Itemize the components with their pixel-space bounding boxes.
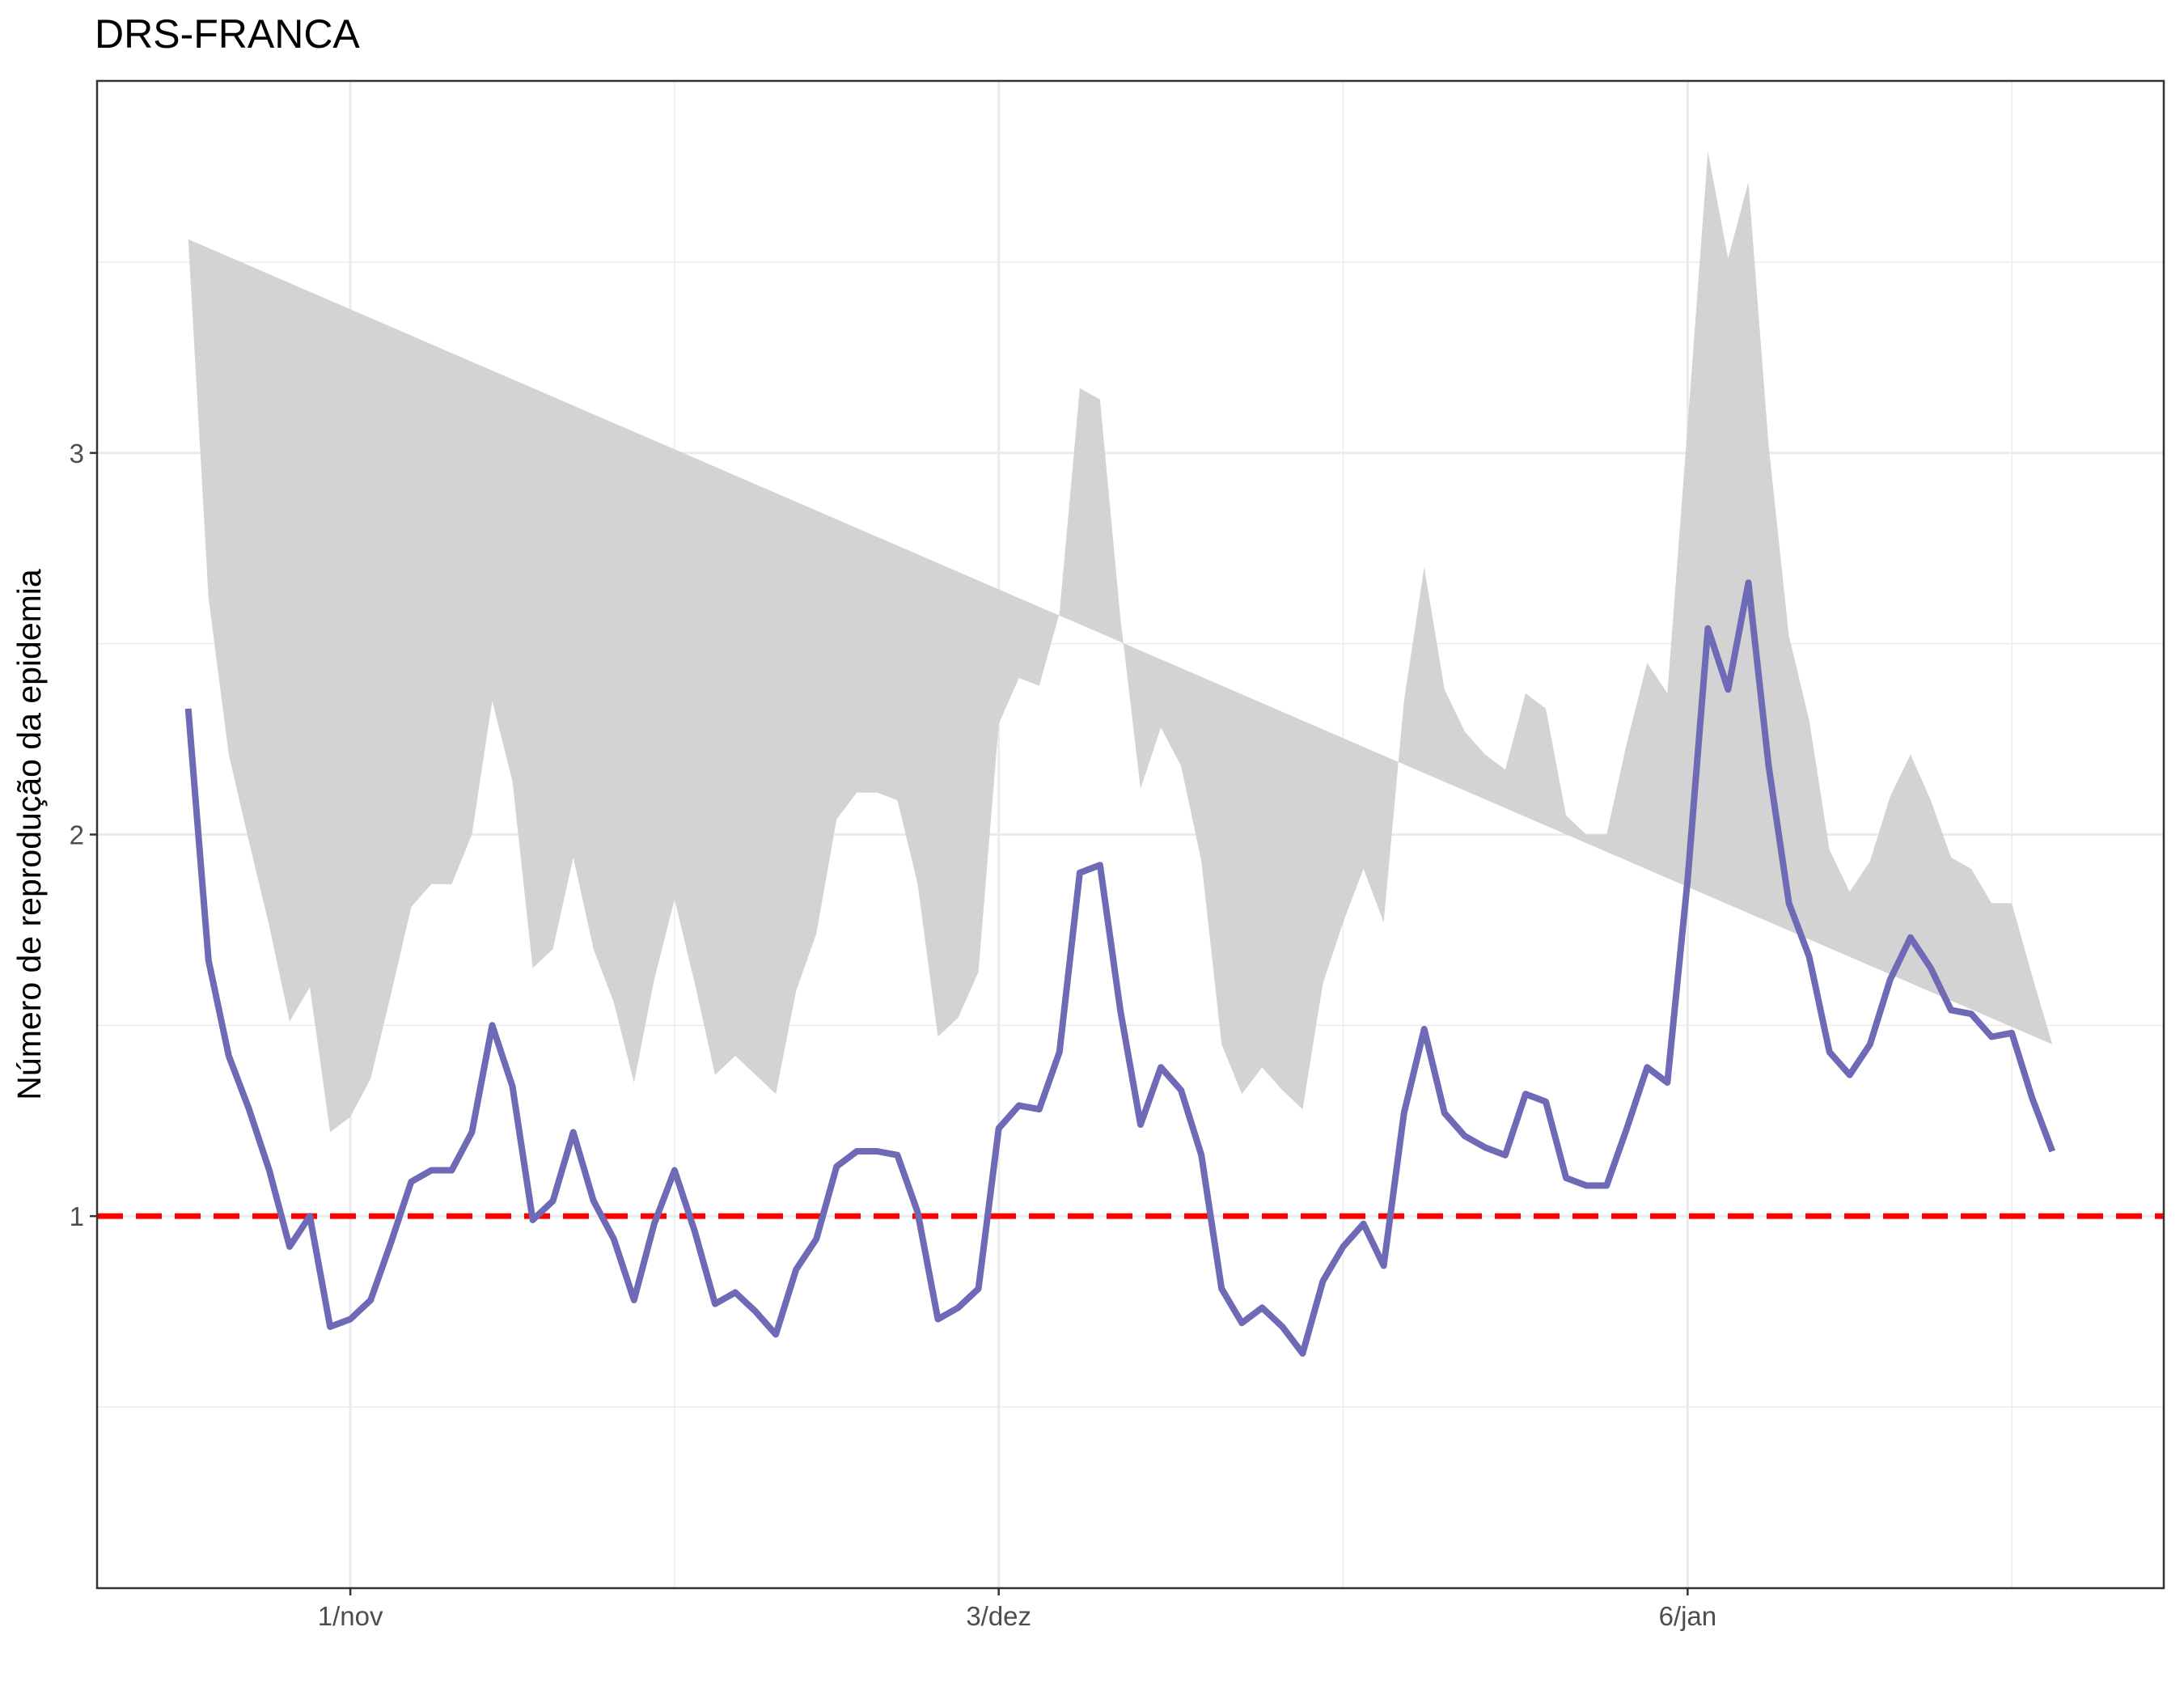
y-tick-label: 1 — [70, 1201, 84, 1231]
confidence-ribbon — [188, 151, 2053, 1133]
y-tick-label: 2 — [70, 820, 84, 850]
r-series-line — [184, 579, 2055, 1357]
x-axis: 1/nov 3/dez 6/jan — [318, 1588, 1716, 1631]
x-tick-label: 1/nov — [318, 1601, 383, 1631]
y-tick-label: 3 — [70, 439, 84, 468]
x-tick-label: 3/dez — [966, 1601, 1031, 1631]
y-axis-label: Número de reprodução da epidemia — [11, 569, 48, 1100]
y-axis: 1 2 3 — [70, 439, 97, 1231]
chart-title: DRS-FRANCA — [95, 11, 360, 57]
x-tick-label: 6/jan — [1659, 1601, 1717, 1631]
